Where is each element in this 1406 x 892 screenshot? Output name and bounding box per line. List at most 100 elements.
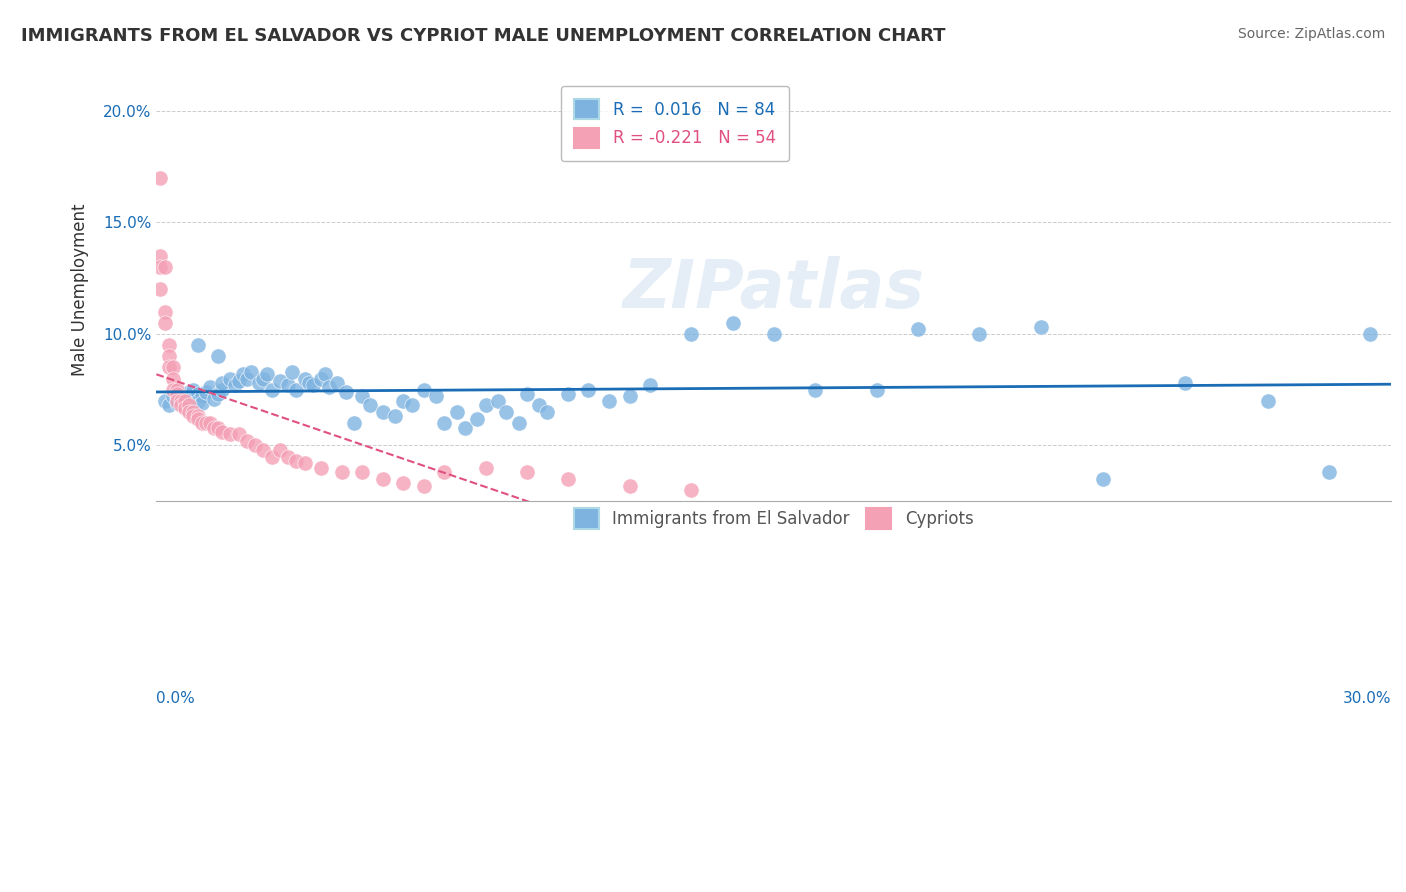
Point xyxy=(207,349,229,363)
Point xyxy=(179,405,201,419)
Point xyxy=(228,374,250,388)
Text: Source: ZipAtlas.com: Source: ZipAtlas.com xyxy=(1237,27,1385,41)
Point xyxy=(153,393,176,408)
Point xyxy=(557,387,579,401)
Point xyxy=(162,389,184,403)
Point xyxy=(153,260,176,274)
Point xyxy=(578,383,600,397)
Point xyxy=(157,349,180,363)
Point xyxy=(326,376,349,390)
Point xyxy=(318,380,340,394)
Point xyxy=(207,420,229,434)
Point xyxy=(1317,465,1340,479)
Point xyxy=(149,170,172,185)
Point xyxy=(162,383,184,397)
Point xyxy=(969,326,991,341)
Point xyxy=(179,398,201,412)
Point xyxy=(865,383,887,397)
Point xyxy=(425,389,447,403)
Point xyxy=(446,405,468,419)
Point xyxy=(392,393,415,408)
Point xyxy=(183,409,205,424)
Point xyxy=(314,367,336,381)
Point xyxy=(619,389,641,403)
Point xyxy=(186,409,208,424)
Point xyxy=(174,393,197,408)
Point xyxy=(433,416,456,430)
Point xyxy=(194,384,217,399)
Point xyxy=(149,249,172,263)
Point xyxy=(269,442,291,457)
Point xyxy=(335,384,357,399)
Point xyxy=(285,383,308,397)
Point xyxy=(1257,393,1279,408)
Point xyxy=(162,371,184,385)
Point xyxy=(157,338,180,352)
Text: 30.0%: 30.0% xyxy=(1343,690,1391,706)
Point xyxy=(190,396,212,410)
Point xyxy=(166,393,188,408)
Point xyxy=(495,405,517,419)
Point xyxy=(186,338,208,352)
Point xyxy=(162,360,184,375)
Point xyxy=(467,411,489,425)
Point xyxy=(352,389,374,403)
Point xyxy=(536,405,558,419)
Point xyxy=(166,383,188,397)
Point xyxy=(907,322,929,336)
Point xyxy=(384,409,406,424)
Legend: Immigrants from El Salvador, Cypriots: Immigrants from El Salvador, Cypriots xyxy=(567,501,980,535)
Point xyxy=(153,304,176,318)
Text: IMMIGRANTS FROM EL SALVADOR VS CYPRIOT MALE UNEMPLOYMENT CORRELATION CHART: IMMIGRANTS FROM EL SALVADOR VS CYPRIOT M… xyxy=(21,27,946,45)
Point xyxy=(166,396,188,410)
Point xyxy=(454,420,477,434)
Point xyxy=(619,478,641,492)
Point xyxy=(277,378,299,392)
Point xyxy=(412,478,434,492)
Point xyxy=(433,465,456,479)
Point xyxy=(681,326,703,341)
Point xyxy=(681,483,703,497)
Point xyxy=(412,383,434,397)
Point xyxy=(516,465,538,479)
Point xyxy=(298,376,321,390)
Point xyxy=(392,476,415,491)
Point xyxy=(243,438,266,452)
Point xyxy=(401,398,423,412)
Point xyxy=(260,383,283,397)
Point xyxy=(232,367,254,381)
Point xyxy=(211,376,233,390)
Point xyxy=(285,454,308,468)
Point xyxy=(211,425,233,439)
Point xyxy=(269,374,291,388)
Point xyxy=(1360,326,1382,341)
Point xyxy=(721,316,744,330)
Point xyxy=(190,416,212,430)
Point xyxy=(371,472,394,486)
Point xyxy=(359,398,381,412)
Point xyxy=(301,378,323,392)
Point xyxy=(207,387,229,401)
Point xyxy=(149,282,172,296)
Point xyxy=(186,393,208,408)
Point xyxy=(186,411,208,425)
Point xyxy=(228,427,250,442)
Point xyxy=(309,460,332,475)
Point xyxy=(198,380,221,394)
Point xyxy=(198,416,221,430)
Point xyxy=(170,387,193,401)
Point xyxy=(804,383,827,397)
Point xyxy=(174,398,197,412)
Point xyxy=(211,383,233,397)
Point xyxy=(527,398,550,412)
Text: 0.0%: 0.0% xyxy=(156,690,195,706)
Point xyxy=(166,387,188,401)
Point xyxy=(256,367,278,381)
Point xyxy=(174,401,197,415)
Point xyxy=(343,416,366,430)
Point xyxy=(202,420,225,434)
Point xyxy=(170,393,193,408)
Point xyxy=(281,365,304,379)
Point xyxy=(762,326,785,341)
Point xyxy=(557,472,579,486)
